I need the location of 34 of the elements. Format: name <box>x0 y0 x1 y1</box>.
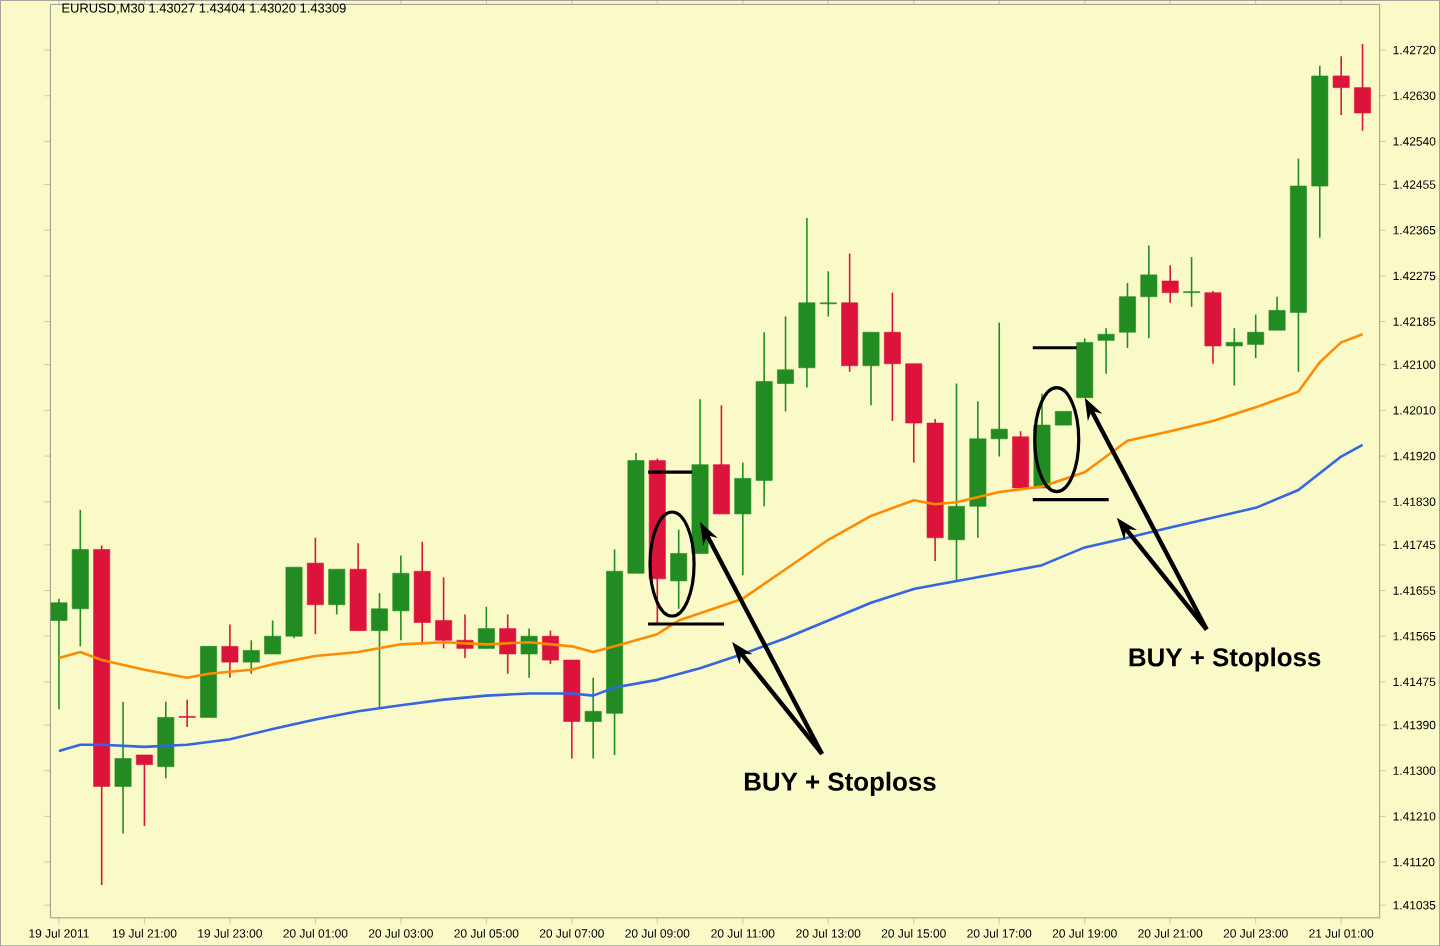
candlestick <box>221 623 239 679</box>
candlestick <box>477 605 495 650</box>
candlestick <box>371 592 388 708</box>
candlestick <box>1183 256 1200 308</box>
candlestick <box>392 554 410 641</box>
candlestick <box>242 639 260 675</box>
candlestick <box>328 568 346 616</box>
candlestick <box>178 698 196 728</box>
candlestick <box>1247 313 1265 359</box>
candlestick <box>584 676 602 760</box>
candlestick <box>670 528 688 610</box>
candlestick <box>1268 295 1286 331</box>
candlestick <box>435 576 453 650</box>
candlestick <box>50 597 68 710</box>
candlestick <box>1225 327 1243 387</box>
candlestick <box>1097 327 1115 375</box>
candlestick <box>499 613 517 675</box>
candlestick <box>1161 264 1179 304</box>
candlestick <box>542 629 559 665</box>
annotation: BUY + Stoploss <box>744 771 936 796</box>
candlestick <box>883 291 901 422</box>
candlestick <box>862 331 880 406</box>
candlestick <box>264 619 282 655</box>
candlestick <box>136 754 153 827</box>
candlestick <box>819 270 837 318</box>
candlestick <box>948 382 965 582</box>
candlestick <box>114 700 132 835</box>
candlestick <box>1354 43 1371 132</box>
candlestick <box>777 315 794 413</box>
candlestick <box>306 536 324 635</box>
candlestick <box>1332 55 1350 116</box>
candlestick <box>1119 282 1136 349</box>
candlestick <box>1140 244 1158 339</box>
annotation: BUY + Stoploss <box>1129 647 1321 672</box>
